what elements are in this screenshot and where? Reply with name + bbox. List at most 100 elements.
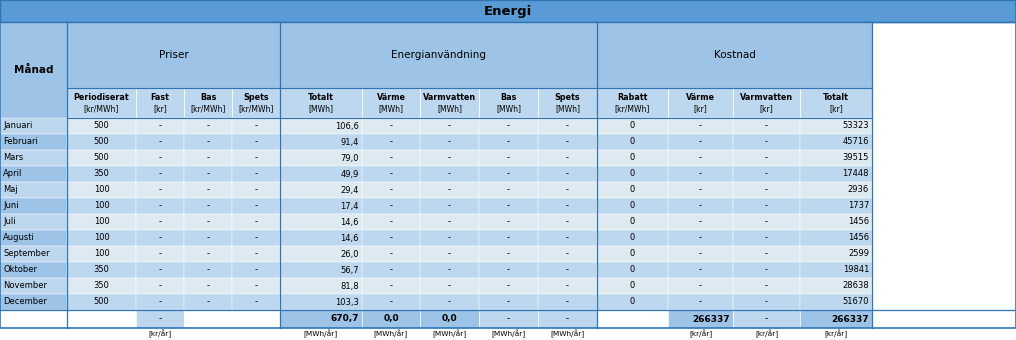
Text: Februari: Februari [3, 137, 38, 147]
Text: 670,7: 670,7 [330, 314, 359, 323]
Text: Fast: Fast [150, 92, 170, 102]
Bar [362, 262, 420, 278]
Text: -: - [699, 234, 702, 242]
Text: -: - [158, 137, 162, 147]
Bar [184, 166, 232, 182]
Bar [362, 294, 420, 310]
Text: [MWh]: [MWh] [496, 104, 521, 114]
Text: -: - [389, 298, 392, 306]
Bar [136, 88, 184, 118]
Bar [538, 150, 597, 166]
Text: [kr/MWh]: [kr/MWh] [83, 104, 119, 114]
Text: -: - [566, 137, 569, 147]
Text: 500: 500 [93, 153, 110, 163]
Text: 100: 100 [93, 250, 110, 258]
Text: 350: 350 [93, 266, 110, 274]
Text: Varmvatten: Varmvatten [423, 92, 477, 102]
Text: -: - [389, 170, 392, 178]
Bar [184, 294, 232, 310]
Bar [479, 134, 538, 150]
Bar [232, 262, 280, 278]
Text: -: - [206, 250, 209, 258]
Text: -: - [566, 170, 569, 178]
Bar [232, 118, 280, 134]
Bar [232, 278, 280, 294]
Bar [597, 230, 668, 246]
Text: -: - [699, 170, 702, 178]
Bar [800, 214, 872, 230]
Bar [420, 150, 479, 166]
Bar [136, 118, 184, 134]
Bar [362, 230, 420, 246]
Bar [597, 182, 668, 198]
Bar [420, 134, 479, 150]
Text: Totalt: Totalt [308, 92, 334, 102]
Bar [0, 22, 67, 118]
Text: -: - [448, 250, 451, 258]
Bar [0, 198, 67, 214]
Text: -: - [254, 298, 257, 306]
Bar [280, 118, 362, 134]
Text: Bas: Bas [500, 92, 517, 102]
Text: Periodiserat: Periodiserat [74, 92, 129, 102]
Bar [420, 246, 479, 262]
Text: 56,7: 56,7 [340, 266, 359, 274]
Bar [668, 182, 733, 198]
Text: 17,4: 17,4 [340, 202, 359, 210]
Text: [MWh]: [MWh] [437, 104, 462, 114]
Text: -: - [158, 234, 162, 242]
Bar [800, 262, 872, 278]
Text: -: - [765, 314, 768, 323]
Text: 39515: 39515 [842, 153, 869, 163]
Bar [362, 198, 420, 214]
Text: April: April [3, 170, 22, 178]
Bar [733, 328, 800, 340]
Text: 1456: 1456 [848, 234, 869, 242]
Text: -: - [158, 266, 162, 274]
Text: -: - [254, 153, 257, 163]
Bar [362, 246, 420, 262]
Bar [232, 230, 280, 246]
Text: -: - [158, 298, 162, 306]
Text: [kr/år]: [kr/år] [824, 330, 847, 338]
Text: 0: 0 [630, 250, 635, 258]
Bar [800, 230, 872, 246]
Bar [733, 88, 800, 118]
Text: -: - [448, 121, 451, 131]
Bar [280, 278, 362, 294]
Text: 0,0: 0,0 [383, 314, 399, 323]
Text: -: - [206, 137, 209, 147]
Text: -: - [389, 282, 392, 290]
Text: [MWh/år]: [MWh/år] [304, 330, 338, 338]
Text: 19841: 19841 [842, 266, 869, 274]
Bar [67, 182, 136, 198]
Text: September: September [3, 250, 50, 258]
Bar [232, 246, 280, 262]
Text: -: - [566, 153, 569, 163]
Bar [362, 278, 420, 294]
Text: -: - [448, 218, 451, 226]
Text: -: - [389, 234, 392, 242]
Bar [67, 88, 136, 118]
Text: -: - [254, 121, 257, 131]
Text: -: - [158, 282, 162, 290]
Text: -: - [158, 153, 162, 163]
Bar [420, 262, 479, 278]
Bar [733, 214, 800, 230]
Bar [479, 294, 538, 310]
Bar [420, 166, 479, 182]
Text: 350: 350 [93, 282, 110, 290]
Bar [232, 294, 280, 310]
Bar [184, 182, 232, 198]
Bar [184, 230, 232, 246]
Text: -: - [254, 186, 257, 194]
Text: -: - [206, 298, 209, 306]
Bar [0, 246, 67, 262]
Text: -: - [765, 298, 768, 306]
Text: 500: 500 [93, 298, 110, 306]
Bar [184, 262, 232, 278]
Bar [668, 262, 733, 278]
Bar [67, 246, 136, 262]
Bar [538, 88, 597, 118]
Text: -: - [507, 153, 510, 163]
